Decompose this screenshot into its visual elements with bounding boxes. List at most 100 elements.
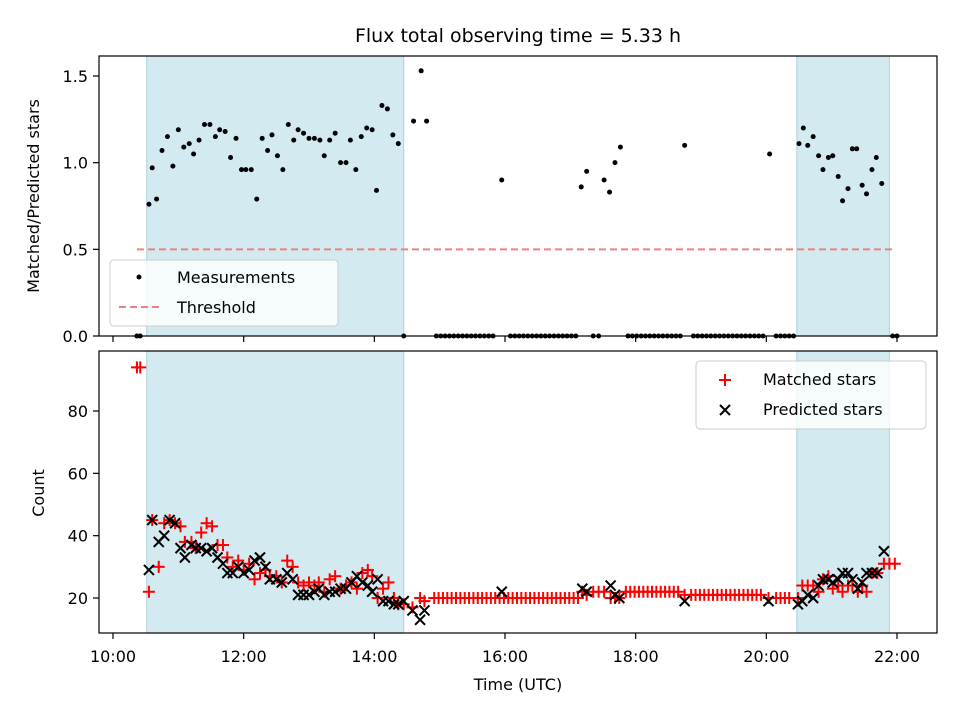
bottom-y-ticks: 20 40 60 80 — [68, 402, 99, 608]
measurement-point-4 — [154, 196, 160, 202]
bottom-x-tick-label-6: 22:00 — [874, 647, 920, 666]
top-y-tick-label-1: 0.5 — [63, 240, 88, 259]
measurement-point-22 — [248, 167, 254, 173]
matched-star-point-17 — [221, 551, 234, 564]
measurement-point-93 — [617, 144, 623, 150]
matched-star-point-16 — [216, 539, 229, 552]
measurement-point-48 — [384, 106, 390, 112]
measurement-point-40 — [343, 160, 349, 166]
predicted-star-point-77 — [878, 545, 890, 557]
predicted-star-point-11 — [200, 545, 213, 557]
legend-predicted-marker — [719, 404, 731, 416]
predicted-star-point-21 — [254, 551, 266, 564]
measurement-point-6 — [164, 134, 170, 140]
predicted-star-point-18 — [237, 567, 250, 579]
matched-star-point-92 — [598, 585, 611, 598]
predicted-star-point-33 — [318, 589, 330, 601]
top-legend: Measurements Threshold — [109, 259, 339, 327]
x-axis-label: Time (UTC) — [473, 675, 562, 694]
measurement-point-35 — [317, 137, 323, 143]
measurement-point-87 — [584, 168, 590, 174]
predicted-star-point-72 — [852, 582, 864, 595]
measurement-point-43 — [358, 134, 364, 140]
predicted-star-point-3 — [158, 529, 170, 542]
measurement-point-11 — [191, 151, 197, 157]
measurement-point-86 — [578, 184, 584, 190]
measurement-point-53 — [418, 68, 424, 74]
bottom-x-ticks: 10:00 12:00 14:00 16:00 18:00 20:00 22:00 — [90, 633, 920, 666]
predicted-stars-points — [143, 514, 890, 626]
measurement-point-18 — [228, 154, 234, 160]
predicted-star-point-67 — [827, 576, 839, 589]
predicted-star-point-59 — [762, 595, 775, 607]
measurement-point-31 — [295, 127, 301, 133]
chart-title: Flux total observing time = 5.33 h — [355, 25, 681, 47]
predicted-star-point-30 — [303, 589, 315, 601]
top-y-tick-label-3: 1.5 — [63, 67, 88, 86]
measurement-point-2 — [146, 201, 152, 207]
predicted-star-point-68 — [832, 573, 844, 586]
predicted-star-point-6 — [174, 542, 187, 554]
top-x-ticks — [112, 336, 898, 342]
predicted-star-point-41 — [362, 579, 374, 592]
top-shaded-interval-1 — [796, 55, 890, 337]
predicted-star-point-76 — [871, 567, 884, 579]
predicted-star-point-10 — [195, 542, 207, 554]
predicted-star-point-64 — [812, 579, 825, 592]
bottom-x-tick-label-5: 20:00 — [743, 647, 789, 666]
matched-star-point-29 — [286, 560, 299, 573]
predicted-star-point-57 — [613, 592, 626, 604]
measurement-point-32 — [301, 130, 307, 136]
measurement-point-21 — [243, 167, 249, 173]
measurement-point-147 — [873, 154, 879, 160]
measurement-point-38 — [332, 130, 338, 136]
matched-star-point-53 — [418, 595, 431, 608]
matched-star-point-4 — [152, 560, 165, 573]
bottom-legend: Matched stars Predicted stars — [695, 360, 927, 430]
measurement-point-5 — [159, 148, 165, 154]
predicted-star-point-43 — [371, 573, 384, 586]
bottom-x-tick-label-1: 12:00 — [221, 647, 267, 666]
measurement-point-49 — [390, 132, 396, 138]
measurement-point-34 — [311, 135, 317, 141]
bottom-axes-frame — [98, 350, 938, 634]
measurement-point-137 — [825, 154, 831, 160]
predicted-star-point-73 — [856, 576, 868, 589]
measurement-point-9 — [181, 144, 187, 150]
bottom-panel: 20 40 60 80 10:00 12:00 14:00 16:00 18:00 20:00 2… — [29, 350, 938, 694]
top-axes-frame — [98, 55, 938, 337]
bottom-y-axis-label: Count — [29, 469, 48, 517]
matched-star-point-151 — [888, 557, 901, 570]
top-panel: 0.0 0.5 1.0 1.5 Matched/Predicted stars Mea… — [24, 55, 938, 346]
measurement-point-92 — [612, 160, 618, 166]
predicted-star-point-7 — [179, 551, 191, 564]
predicted-star-point-62 — [802, 589, 814, 601]
measurement-point-12 — [196, 137, 202, 143]
measurement-point-30 — [291, 137, 297, 143]
predicted-star-point-49 — [406, 604, 419, 617]
measurement-point-148 — [879, 180, 885, 186]
measurement-point-29 — [285, 122, 291, 128]
matched-star-point-43 — [361, 563, 374, 576]
legend-threshold-label: Threshold — [176, 298, 256, 317]
bottom-y-tick-label-0: 20 — [68, 589, 88, 608]
predicted-star-point-19 — [243, 564, 255, 576]
matched-star-point-108 — [672, 585, 685, 598]
matched-star-point-47 — [382, 576, 395, 589]
measurement-point-47 — [379, 102, 385, 108]
bottom-x-tick-label-2: 14:00 — [351, 647, 397, 666]
bottom-y-tick-label-2: 60 — [68, 464, 88, 483]
measurement-point-10 — [186, 141, 192, 147]
measurement-point-132 — [800, 125, 806, 131]
predicted-star-point-46 — [388, 598, 400, 610]
bottom-x-tick-label-0: 10:00 — [90, 647, 136, 666]
bottom-x-tick-label-3: 16:00 — [482, 647, 528, 666]
measurement-point-27 — [274, 153, 280, 159]
predicted-star-point-4 — [163, 514, 176, 526]
measurement-point-25 — [265, 148, 271, 154]
matched-star-point-1 — [134, 361, 147, 374]
top-y-ticks: 0.0 0.5 1.0 1.5 — [63, 67, 99, 346]
measurement-point-139 — [835, 174, 841, 180]
matched-star-point-22 — [248, 573, 261, 586]
